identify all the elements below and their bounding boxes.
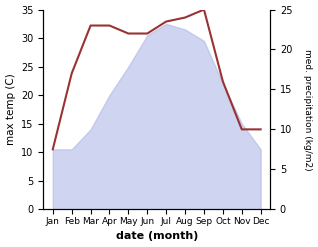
Y-axis label: max temp (C): max temp (C) [5, 74, 16, 145]
X-axis label: date (month): date (month) [115, 231, 198, 242]
Y-axis label: med. precipitation (kg/m2): med. precipitation (kg/m2) [303, 49, 313, 170]
